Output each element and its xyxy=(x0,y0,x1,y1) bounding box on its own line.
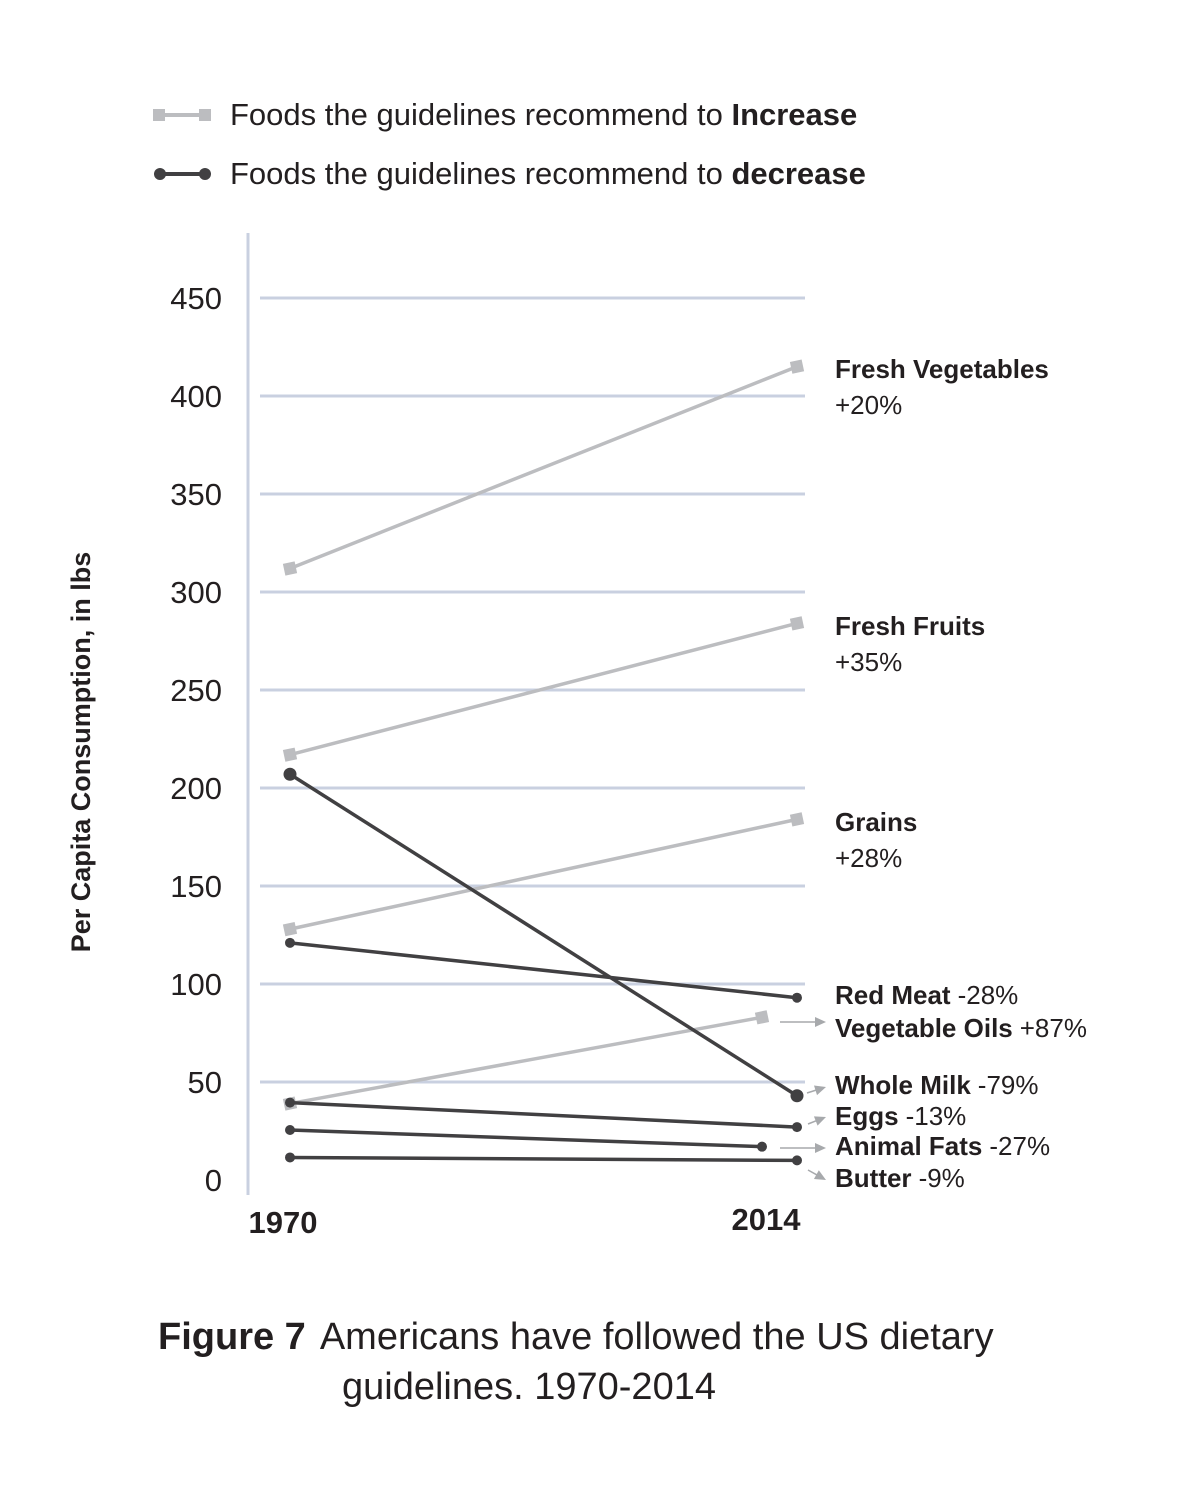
label-arrowhead-animal-fats xyxy=(815,1143,826,1153)
series-whole-milk xyxy=(283,767,804,1103)
legend-entry-decrease: Foods the guidelines recommend to decrea… xyxy=(154,156,866,191)
series-red-meat xyxy=(285,937,802,1003)
legend-marker-square xyxy=(153,109,165,121)
series-animal-fats xyxy=(285,1125,767,1152)
series-fresh-fruits xyxy=(282,616,805,762)
y-tick-200: 200 xyxy=(170,771,222,806)
grid-lines xyxy=(260,296,805,1084)
point-red-meat-2014 xyxy=(792,992,802,1003)
point-grains-2014 xyxy=(789,812,805,827)
point-fresh-fruits-1970 xyxy=(282,747,298,762)
caption-text-1: Americans have followed the US dietary xyxy=(319,1316,994,1358)
label-arrowhead-eggs xyxy=(813,1116,826,1126)
y-axis-title: Per Capita Consumption, in lbs xyxy=(66,552,96,953)
legend: Foods the guidelines recommend to Increa… xyxy=(153,97,866,191)
series-label-fresh-fruits: Fresh Fruits xyxy=(835,611,985,641)
point-whole-milk-1970 xyxy=(283,767,297,781)
y-tick-400: 400 xyxy=(170,379,222,414)
series-group xyxy=(282,359,805,1166)
series-line-grains xyxy=(289,817,798,931)
point-red-meat-1970 xyxy=(285,937,295,948)
point-fresh-vegetables-2014 xyxy=(789,359,805,374)
series-line-vegetable-oils xyxy=(289,1015,763,1106)
x-tick-2014: 2014 xyxy=(732,1202,802,1237)
point-butter-1970 xyxy=(285,1152,295,1163)
y-tick-50: 50 xyxy=(188,1065,222,1100)
caption-line-1: Figure 7 Americans have followed the US d… xyxy=(158,1312,994,1362)
series-label-vegetable-oils: Vegetable Oils +87% xyxy=(835,1013,1087,1043)
series-line-red-meat xyxy=(289,941,798,1000)
series-label-eggs: Eggs -13% xyxy=(835,1101,966,1131)
label-arrowhead-whole-milk xyxy=(814,1085,826,1096)
x-tick-labels: 1970 2014 xyxy=(249,1202,802,1240)
series-line-fresh-vegetables xyxy=(289,364,798,571)
series-vegetable-oils xyxy=(282,1010,770,1111)
y-tick-250: 250 xyxy=(170,673,222,708)
series-change-grains: +28% xyxy=(835,843,902,873)
series-eggs xyxy=(285,1097,802,1133)
series-label-whole-milk: Whole Milk -79% xyxy=(835,1070,1038,1100)
legend-label-increase: Foods the guidelines recommend to Increa… xyxy=(230,97,857,132)
series-butter xyxy=(285,1152,802,1166)
series-line-animal-fats xyxy=(289,1128,763,1149)
legend-marker-square xyxy=(199,109,211,121)
series-label-butter: Butter -9% xyxy=(835,1163,965,1193)
point-eggs-2014 xyxy=(792,1122,802,1133)
y-tick-100: 100 xyxy=(170,967,222,1002)
series-line-fresh-fruits xyxy=(289,621,798,757)
series-change-fresh-fruits: +35% xyxy=(835,647,902,677)
point-butter-2014 xyxy=(792,1155,802,1166)
y-tick-450: 450 xyxy=(170,281,222,316)
series-label-fresh-vegetables: Fresh Vegetables xyxy=(835,354,1049,384)
point-animal-fats-1970 xyxy=(285,1125,295,1136)
legend-label-decrease: Foods the guidelines recommend to decrea… xyxy=(230,156,866,191)
series-line-whole-milk xyxy=(289,772,798,1098)
point-whole-milk-2014 xyxy=(790,1089,804,1103)
point-vegetable-oils-2014 xyxy=(754,1010,770,1025)
caption-figure-label: Figure 7 xyxy=(158,1316,306,1358)
y-tick-150: 150 xyxy=(170,869,222,904)
series-change-fresh-vegetables: +20% xyxy=(835,390,902,420)
series-line-butter xyxy=(289,1155,798,1163)
series-label-grains: Grains xyxy=(835,807,917,837)
label-arrowhead-butter xyxy=(813,1170,826,1180)
legend-marker-dot xyxy=(199,168,211,180)
point-eggs-1970 xyxy=(285,1097,295,1108)
y-tick-0: 0 xyxy=(205,1163,222,1198)
y-tick-labels: 0 50 100 150 200 250 300 350 400 450 xyxy=(170,281,222,1198)
point-grains-1970 xyxy=(282,922,298,937)
legend-marker-dot xyxy=(154,168,166,180)
y-tick-300: 300 xyxy=(170,575,222,610)
series-grains xyxy=(282,812,805,937)
point-fresh-vegetables-1970 xyxy=(282,561,298,576)
label-arrowhead-vegetable-oils xyxy=(815,1017,826,1027)
series-labels: Fresh Vegetables +20% Fresh Fruits +35% Grai… xyxy=(780,354,1087,1193)
label-arrow-butter xyxy=(807,1169,819,1177)
y-tick-350: 350 xyxy=(170,477,222,512)
series-label-animal-fats: Animal Fats -27% xyxy=(835,1131,1050,1161)
caption-line-2: guidelines. 1970-2014 xyxy=(342,1366,716,1408)
legend-entry-increase: Foods the guidelines recommend to Increa… xyxy=(153,97,857,132)
series-line-eggs xyxy=(289,1100,798,1129)
series-label-red-meat: Red Meat -28% xyxy=(835,980,1018,1010)
series-fresh-vegetables xyxy=(282,359,805,576)
chart: Foods the guidelines recommend to Increa… xyxy=(66,97,1087,1240)
x-tick-1970: 1970 xyxy=(249,1205,318,1240)
point-animal-fats-2014 xyxy=(757,1141,767,1152)
point-fresh-fruits-2014 xyxy=(789,616,805,631)
